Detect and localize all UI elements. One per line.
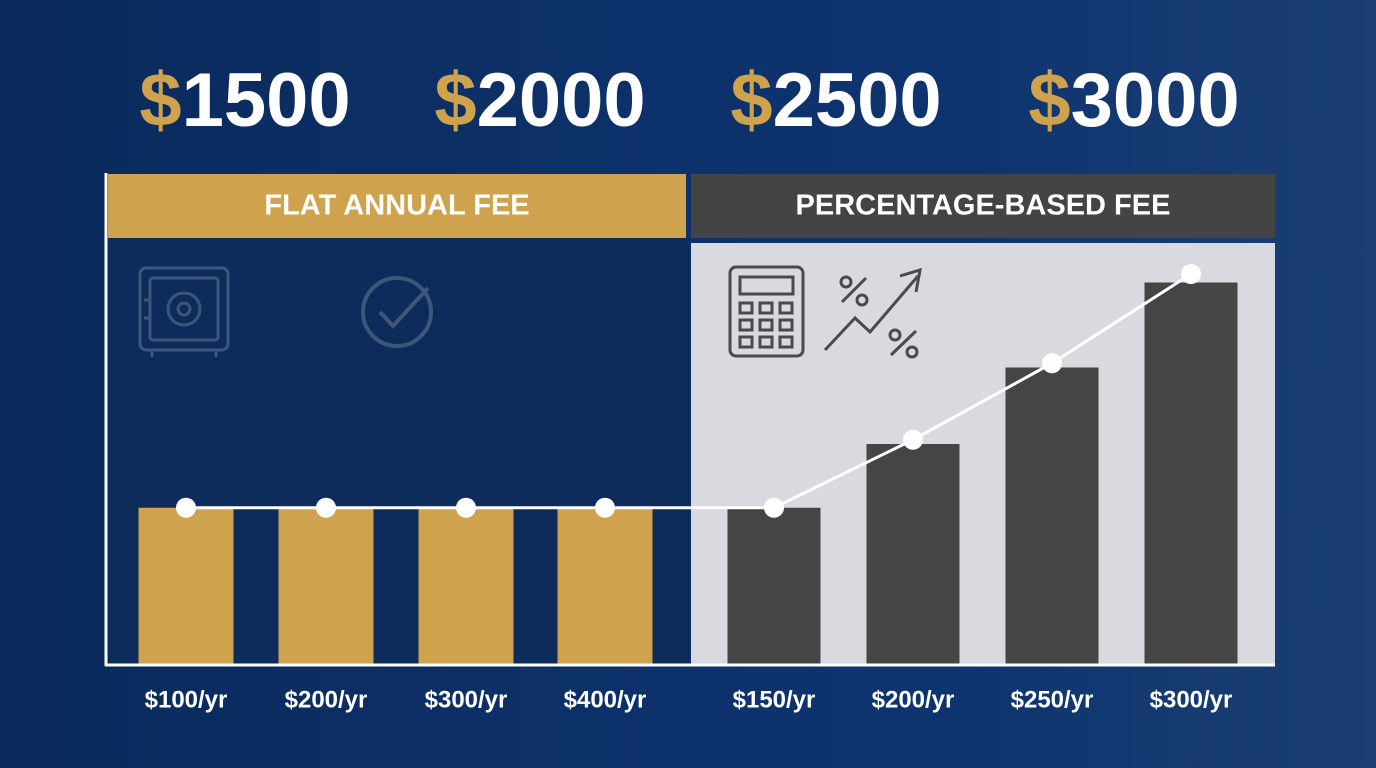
- price-amount: 1500: [182, 58, 351, 143]
- trend-point: [176, 497, 196, 518]
- x-tick-label: $100/yr: [145, 686, 228, 713]
- headline-price: $1500: [139, 58, 350, 143]
- x-tick-label: $150/yr: [733, 686, 816, 713]
- bar: [1005, 367, 1099, 665]
- panel-header: [691, 174, 1275, 238]
- price-amount: 2000: [477, 58, 646, 143]
- trend-point: [1181, 264, 1201, 284]
- bar: [866, 444, 960, 665]
- safe-icon: [138, 266, 230, 357]
- currency-symbol: $: [1028, 58, 1070, 143]
- currency-symbol: $: [730, 58, 772, 143]
- trend-point: [456, 497, 476, 518]
- x-tick-label: $250/yr: [1011, 686, 1094, 713]
- panel-header: [108, 174, 686, 238]
- percent-trend-icon: [823, 267, 922, 359]
- check-icon: [361, 276, 433, 348]
- bar: [1144, 282, 1238, 665]
- calculator-icon: [728, 265, 805, 358]
- marks: $100/yr $200/yr $300/yr $400/yr $150/yr $200/…: [104, 173, 1275, 713]
- bar: [557, 507, 653, 665]
- trend-point: [595, 497, 615, 518]
- x-tick-label: $200/yr: [872, 686, 955, 713]
- bar: [418, 507, 514, 665]
- panel-title: PERCENTAGE-BASED FEE: [796, 190, 1171, 222]
- trend-line: [186, 272, 1192, 510]
- price-amount: 2500: [773, 58, 942, 143]
- trend-point: [903, 429, 923, 450]
- currency-symbol: $: [139, 58, 181, 143]
- headline-price: $2500: [730, 58, 941, 143]
- trend-point: [764, 497, 784, 518]
- headline-price: $3000: [1028, 58, 1239, 143]
- trend-point: [316, 497, 336, 518]
- price-amount: 3000: [1071, 58, 1240, 143]
- headline-price: $2000: [434, 58, 645, 143]
- bar: [138, 507, 234, 665]
- bar: [278, 507, 374, 665]
- x-tick-label: $400/yr: [564, 686, 647, 713]
- x-tick-label: $300/yr: [1150, 686, 1233, 713]
- panel-title: FLAT ANNUAL FEE: [264, 190, 529, 222]
- x-tick-label: $200/yr: [285, 686, 368, 713]
- currency-symbol: $: [434, 58, 476, 143]
- bar: [727, 507, 821, 665]
- trend-point: [1042, 353, 1062, 374]
- x-tick-label: $300/yr: [425, 686, 508, 713]
